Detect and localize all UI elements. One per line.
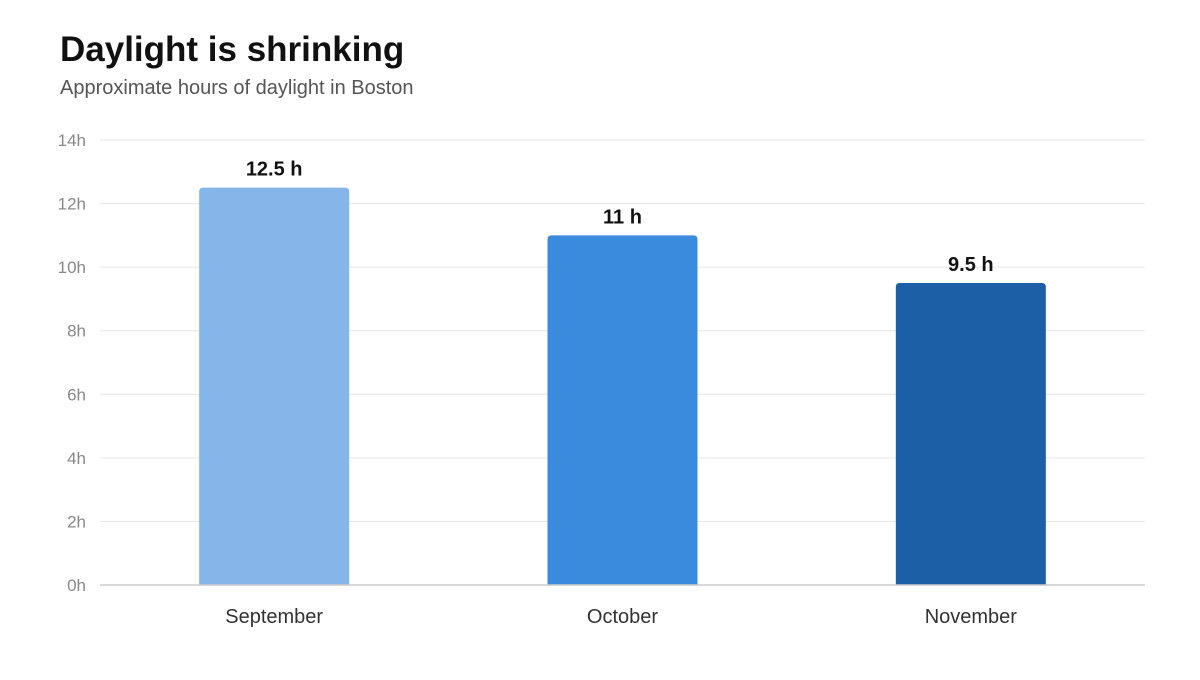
y-tick-label: 4h <box>67 449 86 468</box>
chart-subtitle: Approximate hours of daylight in Boston <box>60 77 414 99</box>
y-axis-ticks: 0h 2h 4h 6h 8h 10h 12h 14h <box>58 131 86 595</box>
y-tick-label: 14h <box>58 131 86 150</box>
bars <box>199 187 1046 585</box>
x-tick-label-november: November <box>925 606 1018 628</box>
chart-title: Daylight is shrinking <box>60 30 405 69</box>
y-tick-label: 0h <box>67 576 86 595</box>
x-axis-ticks: September October November <box>225 606 1017 628</box>
y-tick-label: 6h <box>67 385 86 404</box>
value-label-october: 11 h <box>603 206 642 228</box>
bar-november <box>895 283 1046 585</box>
bar-october <box>547 235 698 585</box>
bar-september <box>199 187 350 585</box>
y-tick-label: 10h <box>58 258 86 277</box>
y-tick-label: 12h <box>58 195 86 214</box>
x-tick-label-october: October <box>587 606 658 628</box>
y-tick-label: 2h <box>67 512 86 531</box>
value-label-september: 12.5 h <box>246 159 303 181</box>
value-labels: 12.5 h 11 h 9.5 h <box>246 159 994 276</box>
value-label-november: 9.5 h <box>948 254 994 276</box>
y-tick-label: 8h <box>67 322 86 341</box>
x-tick-label-september: September <box>225 606 323 628</box>
